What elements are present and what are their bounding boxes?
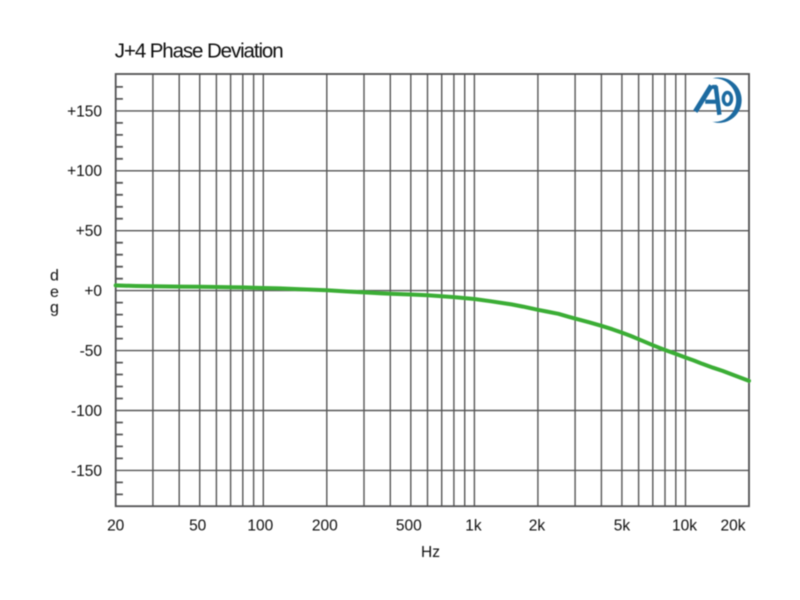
svg-text:e: e	[50, 284, 59, 301]
svg-text:d: d	[50, 268, 59, 285]
svg-text:1k: 1k	[465, 517, 482, 534]
svg-text:Hz: Hz	[421, 544, 440, 561]
svg-text:-150: -150	[71, 463, 102, 480]
svg-text:20k: 20k	[721, 517, 746, 534]
svg-text:-50: -50	[80, 343, 103, 360]
svg-text:-100: -100	[71, 403, 102, 420]
svg-text:50: 50	[189, 517, 207, 534]
svg-text:+0: +0	[84, 283, 102, 300]
svg-text:100: 100	[247, 517, 273, 534]
svg-text:+150: +150	[67, 103, 102, 120]
svg-text:+50: +50	[76, 223, 103, 240]
svg-text:500: 500	[396, 517, 422, 534]
svg-text:5k: 5k	[614, 517, 631, 534]
svg-text:J+4 Phase Deviation: J+4 Phase Deviation	[115, 39, 283, 62]
svg-text:200: 200	[312, 517, 338, 534]
svg-text:20: 20	[107, 517, 125, 534]
svg-text:+100: +100	[67, 163, 102, 180]
svg-text:10k: 10k	[672, 517, 697, 534]
svg-text:g: g	[50, 300, 59, 317]
svg-text:2k: 2k	[529, 517, 546, 534]
